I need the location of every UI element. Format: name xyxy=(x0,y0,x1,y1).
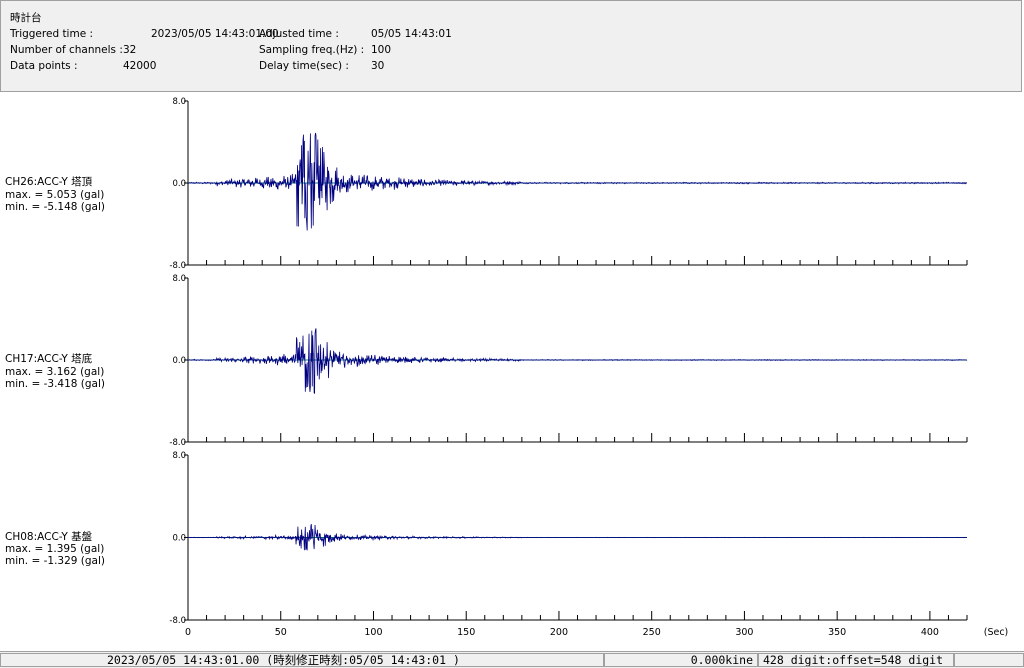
panel-1-waveform-series xyxy=(187,328,968,394)
channel-2-min: min. = -1.329 (gal) xyxy=(5,555,106,567)
adjusted-time-label: Adjusted time : xyxy=(259,28,339,40)
x-tick-label-0: 0 xyxy=(185,627,191,638)
x-tick-label-100: 100 xyxy=(364,627,382,638)
channel-1-name: CH17:ACC-Y 塔底 xyxy=(5,353,93,365)
record-header: 時計台 Triggered time : 2023/05/05 14:43:01… xyxy=(0,0,1022,92)
status-bar: 2023/05/05 14:43:01.00 (時刻修正時刻:05/05 14:… xyxy=(0,651,1024,668)
channel-1-max: max. = 3.162 (gal) xyxy=(5,366,105,378)
delay-time-value: 30 xyxy=(371,60,385,72)
adjusted-time-value: 05/05 14:43:01 xyxy=(371,28,452,40)
panel-0-y-tick-label-0: 8.0 xyxy=(172,97,186,107)
channels-label: Number of channels : xyxy=(10,44,123,56)
channel-2-name: CH08:ACC-Y 基盤 xyxy=(5,531,93,543)
panel-0-y-tick-label-1: 0.0 xyxy=(172,179,186,189)
delay-time-label: Delay time(sec) : xyxy=(259,60,349,72)
x-tick-label-50: 50 xyxy=(275,627,287,638)
status-digit: 428 digit:offset=548 digit xyxy=(758,653,954,667)
status-velocity: 0.000kine xyxy=(604,653,758,667)
panel-2-y-tick-label-0: 8.0 xyxy=(172,451,186,461)
panel-2-y-tick-label-1: 0.0 xyxy=(172,534,186,544)
channel-1-min: min. = -3.418 (gal) xyxy=(5,378,106,390)
x-tick-label-300: 300 xyxy=(735,627,753,638)
channel-2-max: max. = 1.395 (gal) xyxy=(5,543,105,555)
channels-value: 32 xyxy=(123,44,137,56)
triggered-time-value: 2023/05/05 14:43:01.00 xyxy=(151,28,279,40)
panel-0-waveform-series xyxy=(187,132,968,231)
x-tick-label-350: 350 xyxy=(828,627,846,638)
channel-0-max: max. = 5.053 (gal) xyxy=(5,189,105,201)
status-empty-cell xyxy=(954,653,1024,667)
data-points-value: 42000 xyxy=(123,60,157,72)
x-tick-label-250: 250 xyxy=(643,627,661,638)
panel-0-y-tick-label-2: -8.0 xyxy=(169,261,186,271)
sampling-freq-value: 100 xyxy=(371,44,392,56)
x-tick-label-400: 400 xyxy=(921,627,939,638)
panel-2-waveform-series xyxy=(187,524,968,551)
station-name: 時計台 xyxy=(10,12,42,24)
panel-1-y-tick-label-2: -8.0 xyxy=(169,438,186,448)
panel-1-y-tick-label-1: 0.0 xyxy=(172,356,186,366)
triggered-time-label: Triggered time : xyxy=(10,28,94,40)
x-tick-label-200: 200 xyxy=(550,627,568,638)
waveform-plot-area: 8.0 0.0 -8.0 8.0 0.0 -8.0 8.0 0.0 -8.0 0 50 100 150 2… xyxy=(0,94,1024,650)
panel-1-y-tick-label-0: 8.0 xyxy=(172,274,186,284)
waveform-chart: 8.00.0-8.08.00.0-8.08.00.0-8.00 50 100 150 2… xyxy=(169,97,1009,638)
data-points-label: Data points : xyxy=(10,60,78,72)
status-time: 2023/05/05 14:43:01.00 (時刻修正時刻:05/05 14:… xyxy=(0,653,604,667)
panel-2-y-tick-label-2: -8.0 xyxy=(169,616,186,626)
x-unit-label: (Sec) xyxy=(984,627,1009,638)
channel-0-min: min. = -5.148 (gal) xyxy=(5,201,106,213)
channel-0-name: CH26:ACC-Y 塔頂 xyxy=(5,176,93,188)
sampling-freq-label: Sampling freq.(Hz) : xyxy=(259,44,365,56)
x-tick-label-150: 150 xyxy=(457,627,475,638)
